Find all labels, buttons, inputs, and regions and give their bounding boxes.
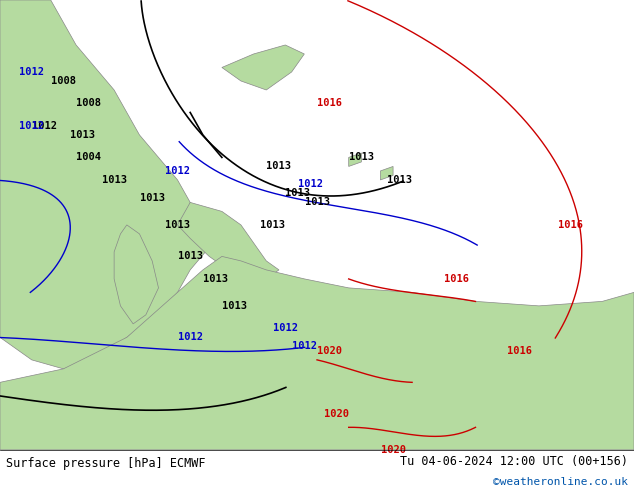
Polygon shape (0, 0, 209, 369)
Polygon shape (380, 167, 393, 180)
Text: 1008: 1008 (51, 76, 76, 86)
Text: 1012: 1012 (178, 332, 203, 343)
Text: Surface pressure [hPa] ECMWF: Surface pressure [hPa] ECMWF (6, 457, 206, 470)
Text: 1013: 1013 (178, 251, 203, 261)
Text: 1004: 1004 (76, 152, 101, 163)
Text: 1012: 1012 (19, 121, 44, 131)
Text: Tu 04-06-2024 12:00 UTC (00+156): Tu 04-06-2024 12:00 UTC (00+156) (399, 455, 628, 468)
Text: 1012: 1012 (19, 67, 44, 77)
Text: 1016: 1016 (444, 274, 469, 284)
Text: 1016: 1016 (317, 98, 342, 108)
Polygon shape (349, 153, 361, 167)
Text: 1013: 1013 (260, 220, 285, 230)
Text: 1013: 1013 (349, 152, 374, 163)
Text: 1013: 1013 (203, 274, 228, 284)
Polygon shape (178, 202, 279, 283)
Text: 1013: 1013 (165, 220, 190, 230)
Text: ©weatheronline.co.uk: ©weatheronline.co.uk (493, 477, 628, 487)
Text: 1013: 1013 (266, 161, 292, 172)
Text: 1013: 1013 (285, 189, 311, 198)
Text: 1013: 1013 (101, 175, 127, 185)
Text: 1020: 1020 (323, 409, 349, 419)
Polygon shape (0, 256, 634, 450)
Text: 1012: 1012 (298, 179, 323, 190)
Text: 1016: 1016 (507, 346, 533, 356)
Text: 1020: 1020 (380, 445, 406, 455)
Polygon shape (222, 45, 304, 90)
Polygon shape (114, 225, 158, 324)
Text: 1013: 1013 (70, 130, 95, 140)
Text: 1012: 1012 (292, 342, 317, 351)
Text: 1013: 1013 (304, 197, 330, 207)
Text: 1012: 1012 (273, 323, 298, 333)
Text: 1013: 1013 (139, 193, 165, 203)
Text: 1012: 1012 (32, 121, 57, 131)
Text: 1016: 1016 (558, 220, 583, 230)
Text: 1013: 1013 (387, 175, 412, 185)
Text: 1020: 1020 (317, 346, 342, 356)
Text: 1013: 1013 (222, 301, 247, 311)
Text: 1012: 1012 (165, 166, 190, 176)
Text: 1008: 1008 (76, 98, 101, 108)
